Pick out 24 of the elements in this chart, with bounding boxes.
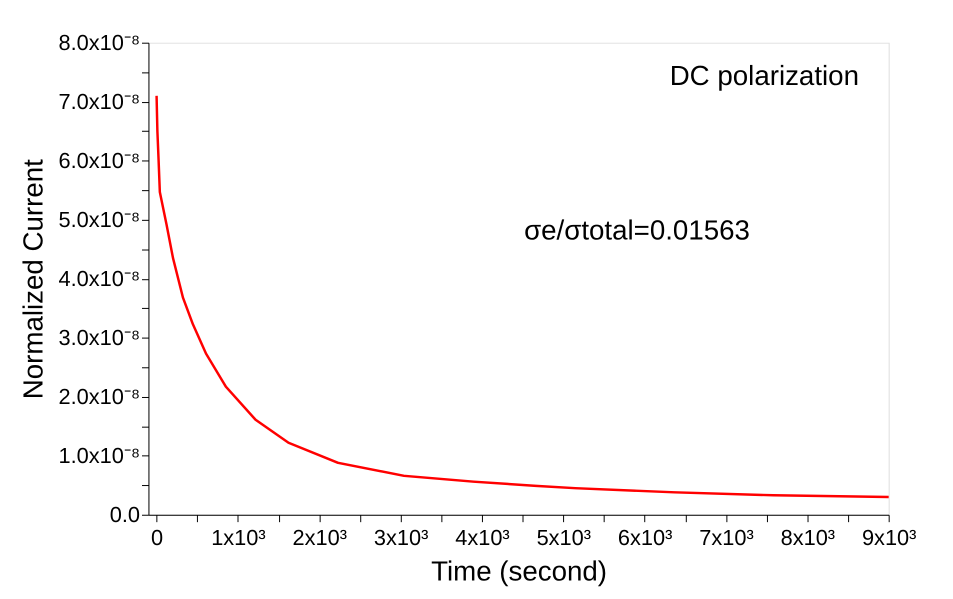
- x-tick-label: 0: [151, 524, 164, 550]
- y-axis-title: Normalized Current: [18, 158, 49, 400]
- x-tick-label: 4x10³: [455, 524, 510, 550]
- x-tick-label: 5x10³: [536, 524, 592, 550]
- line-series: [155, 94, 890, 498]
- annotation: DC polarization: [670, 60, 859, 92]
- y-tick-label: 7.0x10⁻⁸: [58, 89, 140, 114]
- x-tick-label: 6x10³: [618, 524, 672, 550]
- x-tick-label: 7x10³: [699, 524, 754, 550]
- y-tick-label: 6.0x10⁻⁸: [58, 148, 140, 174]
- y-tick-label: 2.0x10⁻⁸: [58, 384, 140, 410]
- y-tick-label: 0.0: [110, 502, 140, 528]
- x-tick-label: 8x10³: [780, 524, 836, 550]
- annotation: σe/σtotal=0.01563: [524, 214, 750, 246]
- y-tick-label: 4.0x10⁻⁸: [58, 266, 140, 292]
- x-axis-title: Time (second): [431, 556, 608, 587]
- y-tick-label: 8.0x10⁻⁸: [58, 30, 140, 56]
- y-tick-label: 5.0x10⁻⁸: [58, 207, 140, 232]
- x-tick-label: 3x10³: [374, 524, 428, 550]
- y-tick-label: 3.0x10⁻⁸: [58, 325, 140, 350]
- x-tick-label: 9x10³: [862, 524, 916, 550]
- y-tick-label: 1.0x10⁻⁸: [58, 443, 140, 468]
- x-tick-label: 1x10³: [211, 524, 266, 550]
- x-tick-label: 2x10³: [292, 524, 347, 550]
